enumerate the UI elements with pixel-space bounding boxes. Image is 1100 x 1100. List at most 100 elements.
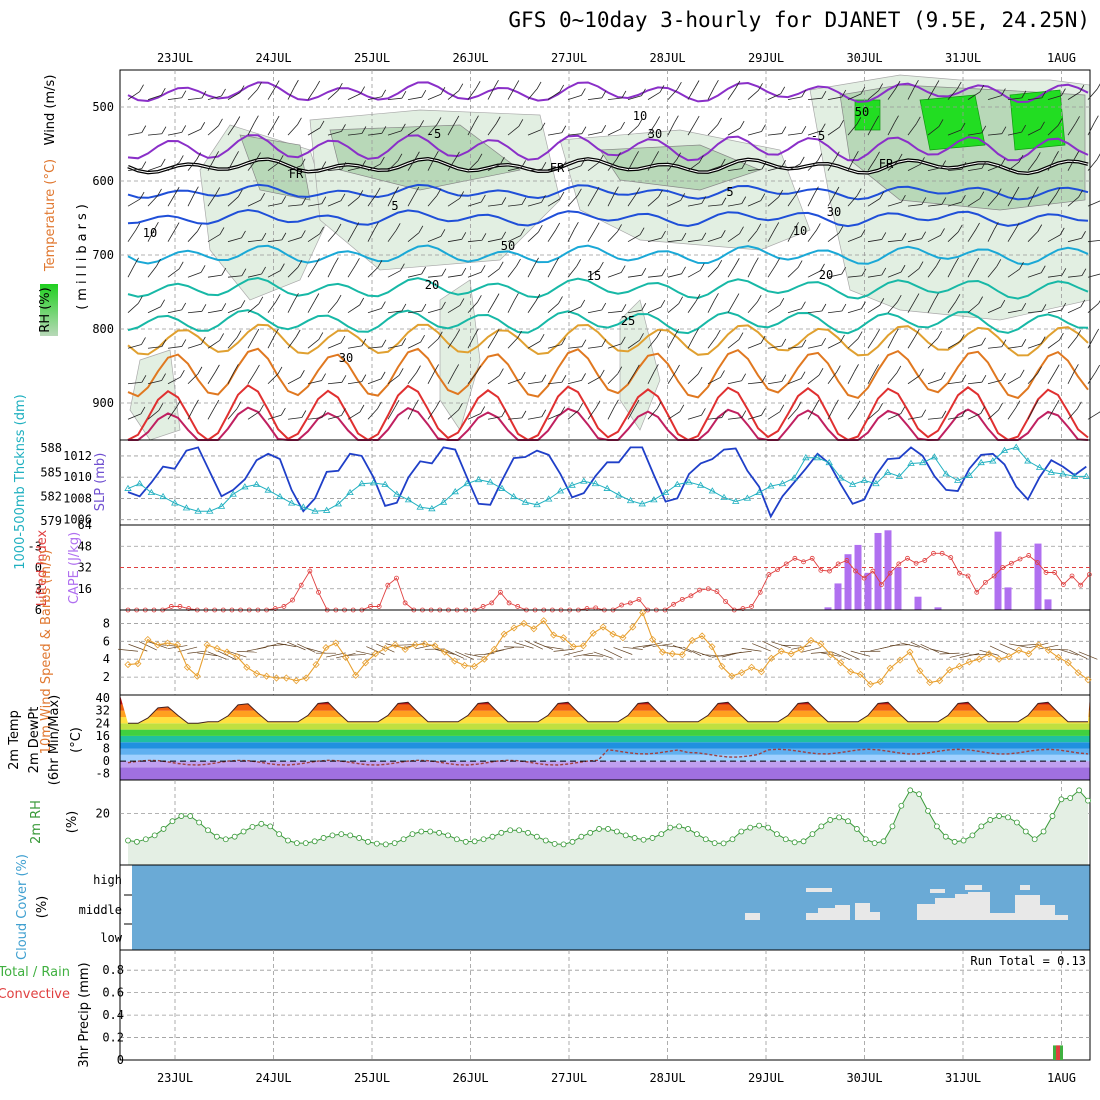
wind-barb-flag <box>694 80 700 88</box>
lifted-index-point <box>498 589 503 595</box>
lifted-index-point <box>922 558 928 563</box>
wind-barb <box>627 95 642 100</box>
wind-barb-flag <box>137 296 143 304</box>
wind-barb-flag <box>738 332 744 340</box>
lifted-index-point <box>1034 560 1040 565</box>
wind-barb <box>567 346 582 349</box>
wind-barb-flag <box>501 409 507 417</box>
wind-speed-point <box>391 641 399 649</box>
wind-speed-point <box>708 643 716 651</box>
wind-barb <box>407 232 420 242</box>
wind-barb <box>647 408 658 420</box>
wind-barb <box>147 133 162 136</box>
lifted-index-point <box>818 567 824 573</box>
wind-barb <box>627 194 637 207</box>
wind-barb <box>147 195 158 207</box>
wind-barb-flag <box>319 226 324 235</box>
thickness-point <box>276 492 284 500</box>
wind-barb-flag <box>881 232 887 240</box>
wind-barb-flag <box>259 404 265 412</box>
wind-barb-flag <box>981 125 987 134</box>
wind-barb-flag <box>361 374 367 382</box>
wind-speed-point <box>134 660 142 668</box>
date-tick-top: 23JUL <box>157 51 193 65</box>
wind-barb-flag <box>761 124 766 132</box>
wind-barb-flag <box>601 302 607 311</box>
rh-point <box>400 836 407 843</box>
rh-point <box>436 829 443 836</box>
wind-barb-flag <box>800 371 806 379</box>
wind-barb-flag <box>514 293 519 301</box>
wind-barb-flag <box>381 126 387 134</box>
rh-point <box>551 840 558 847</box>
date-tick-top: 24JUL <box>255 51 291 65</box>
wind-barb-flag <box>318 332 324 340</box>
rh-point <box>516 827 523 834</box>
temp-tick: 0 <box>103 754 110 768</box>
wind-barb <box>987 133 1002 136</box>
wind-tick: 2 <box>103 670 110 684</box>
wind-barb-flag <box>601 339 607 347</box>
wind-barb-flag <box>595 400 601 408</box>
wind-barb-flag <box>281 407 286 416</box>
temp-axis-label-4: (°C) <box>69 727 84 753</box>
thickness-point <box>264 486 272 493</box>
wind-barb-flag <box>654 151 660 159</box>
wind-barb <box>227 306 242 314</box>
wind-barb <box>407 158 416 171</box>
cape-tick: 48 <box>78 539 92 553</box>
wind-barb <box>787 308 802 314</box>
wind-barb <box>507 337 518 349</box>
wind-barb-flag <box>1095 364 1100 373</box>
wind-barb-flag <box>256 152 261 160</box>
wind-barb-flag <box>180 369 185 378</box>
wind-barb <box>747 168 762 172</box>
wind-barb-flag <box>961 409 967 417</box>
wind-barb-flag <box>261 232 267 241</box>
wind-barb <box>807 130 822 136</box>
wind-barb-flag <box>277 366 283 375</box>
rh-point <box>765 824 771 831</box>
cloud-block <box>1040 905 1055 920</box>
wind-barb-flag <box>374 222 379 230</box>
rh-point <box>125 837 131 844</box>
lifted-index-point <box>480 604 486 609</box>
wind-speed-point <box>1084 676 1092 684</box>
rh-point <box>267 823 274 830</box>
wind-barb <box>527 231 539 242</box>
wind-barb <box>207 309 222 314</box>
wind-barb <box>687 122 696 136</box>
wind-barb <box>831 651 850 660</box>
wind-speed-point <box>688 636 696 644</box>
rh-point <box>356 835 363 841</box>
wind-barb <box>138 641 157 651</box>
wind-barb <box>667 411 681 420</box>
rh-point <box>240 828 247 835</box>
date-tick-top: 26JUL <box>452 51 488 65</box>
date-tick-bottom: 26JUL <box>452 1071 488 1085</box>
wind-barb <box>667 159 677 171</box>
wind-barb-flag <box>620 336 626 345</box>
wind-barb-flag <box>581 126 587 134</box>
wind-barb <box>767 133 782 136</box>
wind-barb-flag <box>421 89 427 98</box>
date-tick-bottom: 28JUL <box>649 1071 685 1085</box>
wind-barb-flag <box>856 117 862 125</box>
rh-point <box>907 787 914 794</box>
wind-barb <box>747 90 759 100</box>
rh-point <box>489 833 496 840</box>
thickness-point <box>322 506 331 513</box>
rh-tick: 20 <box>96 806 110 820</box>
wind-barb <box>1087 200 1100 207</box>
wind-barb <box>987 346 1002 349</box>
wind-barb <box>787 378 802 385</box>
wind-barb <box>1007 309 1022 314</box>
wind-barb-flag <box>961 162 967 170</box>
wind-barb-flag <box>219 227 225 235</box>
lifted-index-point <box>705 586 711 592</box>
wind-barb-flag <box>381 301 386 309</box>
thickness-point <box>872 479 880 487</box>
wind-barb <box>307 168 322 172</box>
wind-barb <box>1027 231 1039 242</box>
